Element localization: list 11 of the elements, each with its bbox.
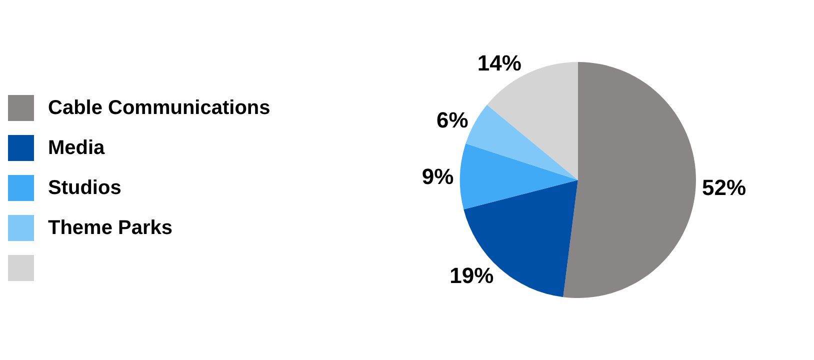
legend-label: Cable Communications [48, 96, 270, 120]
legend-label: Media [48, 136, 105, 160]
pie-slice [460, 144, 578, 210]
data-label: 6% [436, 108, 468, 133]
data-label: 14% [477, 50, 522, 76]
legend-label: Theme Parks [48, 216, 173, 240]
data-label: 9% [422, 164, 454, 189]
legend-label: Studios [48, 176, 122, 200]
data-label: 19% [450, 263, 494, 288]
data-label: 52% [702, 174, 746, 200]
pie-slice [563, 62, 696, 298]
